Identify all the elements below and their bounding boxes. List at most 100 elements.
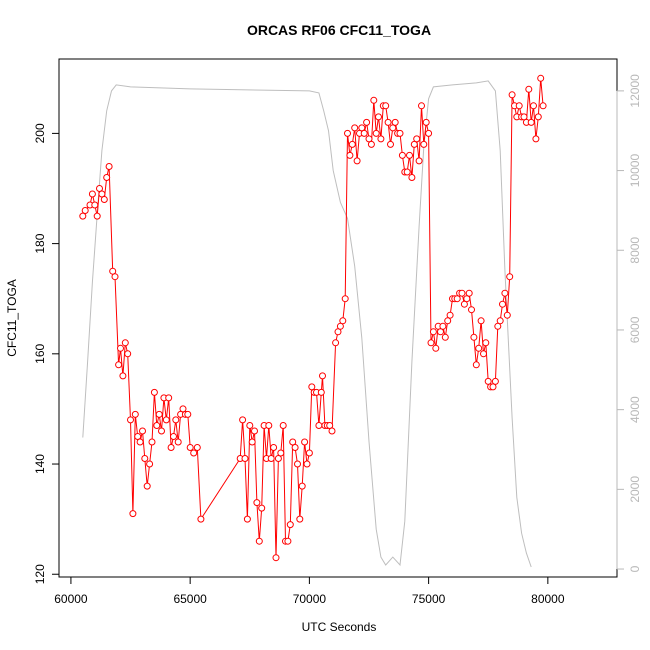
cfc11-point <box>124 350 132 358</box>
cfc11-point <box>184 410 192 418</box>
cfc11-point <box>129 510 137 518</box>
cfc11-point <box>468 306 475 314</box>
cfc11-point <box>119 372 127 380</box>
cfc11-point <box>291 444 299 451</box>
y-tick-label: 200 <box>33 123 47 143</box>
cfc11-point <box>158 427 165 435</box>
cfc11-point <box>332 339 340 347</box>
cfc11-point <box>319 372 326 380</box>
series-layer <box>79 74 547 568</box>
y-axis: 120 140 160 180 200 <box>33 123 59 584</box>
altitude-line <box>82 80 532 568</box>
cfc11-point <box>253 499 261 507</box>
cfc11-point <box>420 140 428 148</box>
cfc11-point <box>384 118 392 126</box>
cfc11-point <box>150 388 158 396</box>
cfc11-point <box>277 449 285 457</box>
cfc11-point <box>315 422 323 429</box>
cfc11-point <box>432 344 440 352</box>
cfc11-point <box>418 102 425 110</box>
cfc11-point <box>103 174 111 181</box>
y2-tick-label: 4000 <box>628 396 642 423</box>
cfc11-point <box>172 416 180 424</box>
cfc11-point <box>284 537 292 545</box>
cfc11-point <box>391 118 399 126</box>
cfc11-point <box>441 333 449 341</box>
cfc11-point <box>530 102 537 110</box>
cfc11-point <box>341 295 349 303</box>
cfc11-point <box>396 129 404 137</box>
cfc11-point <box>328 427 336 435</box>
cfc11-point <box>351 124 359 132</box>
cfc11-point <box>251 427 258 435</box>
cfc11-point <box>515 102 523 110</box>
cfc11-point <box>117 344 124 352</box>
cfc11-point <box>79 212 87 220</box>
cfc11-point <box>344 129 351 137</box>
cfc11-point <box>272 554 280 562</box>
cfc11-point <box>270 444 278 451</box>
cfc11-point <box>346 151 354 159</box>
cfc11-point <box>121 339 129 347</box>
cfc11-point <box>305 449 313 457</box>
y-axis-label: CFC11_TOGA <box>5 279 19 357</box>
cfc11-point <box>193 444 201 451</box>
cfc11-point <box>367 140 375 148</box>
cfc11-point <box>360 129 368 137</box>
cfc11-point <box>472 361 480 369</box>
cfc11-point <box>348 140 356 148</box>
cfc11-point <box>387 140 394 148</box>
cfc11-point <box>363 118 371 126</box>
cfc11-point <box>136 438 144 446</box>
cfc11-point <box>403 168 411 176</box>
x-tick-label: 80000 <box>531 592 565 606</box>
cfc11-point <box>296 515 304 523</box>
cfc11-point <box>406 151 413 159</box>
cfc11-point <box>534 113 542 121</box>
x-tick-label: 60000 <box>54 592 88 606</box>
cfc11-point <box>255 537 263 545</box>
x-axis: 60000 65000 70000 75000 80000 <box>54 577 565 606</box>
cfc11-point <box>294 460 301 468</box>
cfc11-point <box>427 339 435 347</box>
x-tick-label: 70000 <box>293 592 327 606</box>
cfc11-point <box>286 521 294 529</box>
cfc11-point <box>339 317 347 325</box>
cfc11-point <box>301 438 309 446</box>
y2-tick-label: 8000 <box>628 237 642 264</box>
cfc11-point <box>100 196 108 203</box>
x-tick-label: 65000 <box>173 592 207 606</box>
cfc11-point <box>444 317 452 325</box>
cfc11-point <box>105 163 113 170</box>
cfc11-point <box>115 361 123 369</box>
cfc11-point <box>139 427 146 435</box>
cfc11-line <box>82 78 544 558</box>
cfc11-point <box>446 311 454 319</box>
cfc11-point <box>111 273 119 281</box>
cfc11-point <box>503 311 511 319</box>
cfc11-point <box>382 102 390 110</box>
y-tick-label: 160 <box>33 343 47 363</box>
cfc11-point <box>241 455 249 462</box>
cfc11-point <box>372 129 380 137</box>
cfc11-point <box>501 289 509 297</box>
x-axis-label: UTC Seconds <box>302 620 377 634</box>
cfc11-point <box>375 113 382 121</box>
cfc11-point <box>398 151 406 159</box>
chart-title: ORCAS RF06 CFC11_TOGA <box>247 22 431 38</box>
cfc11-point <box>317 388 325 396</box>
cfc11-point <box>496 317 504 325</box>
cfc11-point <box>162 416 170 424</box>
cfc11-point <box>477 317 485 325</box>
cfc11-point <box>480 350 487 358</box>
cfc11-point <box>537 74 545 82</box>
cfc11-point <box>377 135 385 143</box>
cfc11-point <box>413 135 421 143</box>
cfc11-point <box>470 333 478 341</box>
cfc11-point <box>190 449 198 457</box>
cfc11-point <box>482 339 490 347</box>
cfc11-point <box>532 135 540 143</box>
cfc11-point <box>425 129 433 137</box>
cfc11-point <box>408 174 416 181</box>
